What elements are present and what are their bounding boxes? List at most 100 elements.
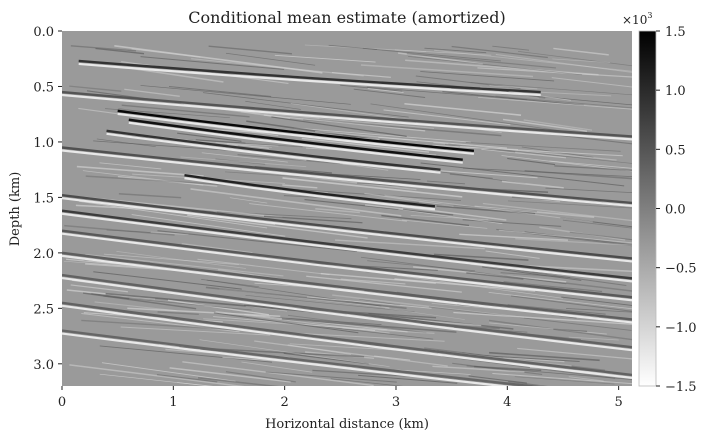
reflector-line xyxy=(62,273,632,349)
reflector-companion xyxy=(62,149,632,208)
texture-streak xyxy=(449,173,493,179)
texture-streak xyxy=(69,85,122,92)
texture-streak xyxy=(561,296,632,306)
y-tick-label: 3.0 xyxy=(33,358,54,373)
texture-streak xyxy=(492,45,530,51)
texture-streak xyxy=(241,361,313,373)
chart-title: Conditional mean estimate (amortized) xyxy=(188,8,505,27)
colorbar-scale-base: ×10 xyxy=(622,13,647,27)
reflector-line xyxy=(184,174,436,208)
texture-streak xyxy=(306,275,462,293)
texture-streak xyxy=(406,53,556,69)
reflector-line xyxy=(128,118,463,161)
texture-streak xyxy=(489,351,600,362)
texture-streak xyxy=(96,138,156,147)
texture-streak xyxy=(405,59,599,76)
reflector-companion xyxy=(62,332,513,386)
texture-streak xyxy=(167,299,270,316)
texture-streak xyxy=(131,67,224,83)
texture-streak xyxy=(140,56,285,70)
texture-streak xyxy=(195,139,246,144)
colorbar-tick-label: 1.5 xyxy=(665,25,686,40)
texture-streak xyxy=(545,187,632,194)
texture-streak xyxy=(180,156,307,168)
texture-streak xyxy=(215,310,390,334)
texture-streak xyxy=(127,307,281,317)
texture-streak xyxy=(282,184,318,189)
texture-streak xyxy=(306,296,432,309)
texture-streak xyxy=(264,215,363,224)
texture-streak xyxy=(428,306,632,331)
texture-streak xyxy=(442,355,616,379)
texture-streak xyxy=(215,142,279,147)
x-tick-label: 1 xyxy=(169,395,177,410)
texture-streak xyxy=(105,292,315,313)
texture-streak xyxy=(150,231,189,236)
texture-streak xyxy=(495,53,632,73)
texture-streak xyxy=(466,272,524,280)
texture-streak xyxy=(374,355,411,361)
texture-streak xyxy=(205,286,407,309)
texture-streak xyxy=(562,219,632,229)
texture-streak xyxy=(432,365,525,373)
texture-streak xyxy=(70,284,128,293)
texture-streak xyxy=(254,166,332,174)
texture-streak xyxy=(208,45,293,55)
texture-streak xyxy=(381,214,470,227)
texture-streak xyxy=(568,336,619,341)
texture-streak xyxy=(410,214,489,221)
reflector-line xyxy=(62,209,632,280)
texture-streak xyxy=(282,177,463,198)
texture-streak xyxy=(384,200,538,213)
texture-streak xyxy=(245,100,301,110)
texture-streak xyxy=(468,354,580,362)
texture-streak xyxy=(227,143,269,149)
texture-streak xyxy=(229,197,268,204)
texture-streak xyxy=(362,47,501,62)
texture-streak xyxy=(103,253,239,265)
texture-streak xyxy=(503,281,603,293)
texture-streak xyxy=(85,253,284,277)
texture-streak xyxy=(271,116,407,137)
reflector-line xyxy=(62,301,632,377)
colorbar-scale-label: ×103 xyxy=(622,11,652,27)
texture-streak xyxy=(304,199,454,216)
y-tick-label: 0.0 xyxy=(33,25,54,40)
texture-streak xyxy=(240,111,435,129)
texture-streak xyxy=(500,272,571,278)
texture-streak xyxy=(427,376,523,386)
texture-streak xyxy=(413,266,567,283)
texture-streak xyxy=(206,279,382,307)
colorbar: −1.5 −1.0 −0.5 0.0 0.5 1.0 1.5 ×103 xyxy=(622,11,697,395)
texture-streak xyxy=(460,145,519,151)
texture-streak xyxy=(408,55,583,76)
texture-streak xyxy=(477,67,632,78)
texture-streak xyxy=(270,316,382,325)
colorbar-gradient xyxy=(638,30,657,387)
texture-streak xyxy=(197,258,330,276)
texture-streak xyxy=(201,152,288,163)
colorbar-scale-exponent: 3 xyxy=(647,11,652,20)
texture-streak xyxy=(508,380,548,386)
texture-streak xyxy=(502,118,588,132)
texture-streak xyxy=(124,88,180,97)
texture-streak xyxy=(95,47,145,55)
texture-streak xyxy=(451,45,548,59)
texture-streak xyxy=(156,374,218,383)
texture-streak xyxy=(249,203,407,222)
texture-streak xyxy=(114,45,323,74)
texture-streak xyxy=(569,231,632,241)
texture-streak xyxy=(539,226,626,241)
texture-streak xyxy=(426,180,466,185)
texture-streak xyxy=(495,95,632,109)
texture-streak xyxy=(501,180,564,189)
texture-streak xyxy=(82,292,197,310)
texture-streak xyxy=(245,305,288,312)
texture-streak xyxy=(81,313,240,333)
colorbar-ticks: −1.5 −1.0 −0.5 0.0 0.5 1.0 1.5 xyxy=(656,25,697,395)
reflector-companion xyxy=(62,254,632,324)
texture-streak xyxy=(433,141,617,161)
texture-streak xyxy=(76,165,204,177)
x-axis-label: Horizontal distance (km) xyxy=(265,417,429,432)
texture-streak xyxy=(157,311,199,315)
